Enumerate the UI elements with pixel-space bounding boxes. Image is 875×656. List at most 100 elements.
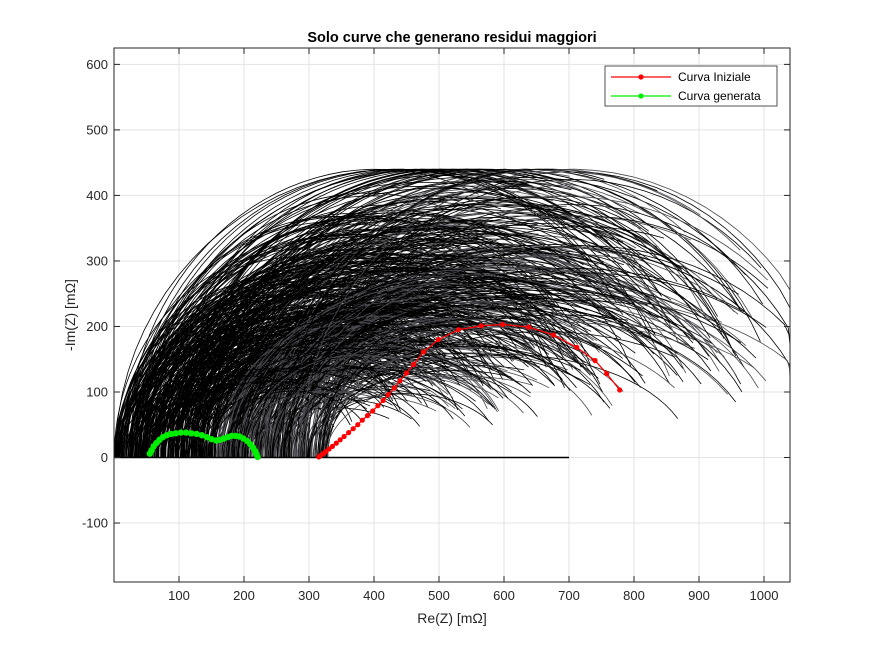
background-curve xyxy=(295,317,497,458)
background-curve xyxy=(296,359,508,458)
background-curve xyxy=(155,187,662,458)
background-curve xyxy=(142,280,382,458)
data-point-curva-iniziale xyxy=(420,349,426,355)
data-point-curva-iniziale xyxy=(355,422,361,428)
background-curve xyxy=(191,299,462,458)
background-curve xyxy=(191,208,656,458)
y-tick-label: 500 xyxy=(86,122,108,137)
background-curve xyxy=(150,380,368,458)
data-point-curva-iniziale xyxy=(574,344,580,350)
background-curve xyxy=(307,393,493,458)
background-curve xyxy=(241,325,599,458)
x-tick-label: 700 xyxy=(558,588,580,603)
background-curve xyxy=(209,390,362,458)
data-point-curva-generata xyxy=(182,429,190,436)
y-tick-label: 400 xyxy=(86,188,108,203)
background-curve xyxy=(182,306,427,458)
background-curve xyxy=(305,272,608,458)
y-tick-label: 200 xyxy=(86,319,108,334)
y-tick-label: 600 xyxy=(86,57,108,72)
background-curve xyxy=(169,197,711,458)
background-curve xyxy=(272,372,458,458)
background-curve xyxy=(272,289,742,458)
background-curve xyxy=(201,173,678,458)
background-curve xyxy=(132,253,400,458)
background-curve xyxy=(274,168,741,458)
background-curve xyxy=(321,252,599,458)
background-curve xyxy=(191,319,384,458)
background-curve xyxy=(121,400,203,458)
background-curve xyxy=(229,283,468,458)
x-tick-label: 600 xyxy=(493,588,515,603)
background-curve xyxy=(129,168,617,458)
background-curve xyxy=(323,215,769,458)
background-curve xyxy=(176,291,439,458)
background-curve xyxy=(180,204,651,458)
legend-box xyxy=(604,65,778,107)
y-tick-label: -100 xyxy=(82,516,108,531)
x-tick-label: 900 xyxy=(688,588,710,603)
background-curve xyxy=(194,347,496,458)
data-point-curva-iniziale xyxy=(391,385,397,391)
background-curve xyxy=(265,185,622,458)
background-curve xyxy=(308,314,629,458)
x-tick-label: 1000 xyxy=(750,588,779,603)
axis-ticks: 100 200 300 400 500 600 700 800 900 1000 -100 0 100 2… xyxy=(82,48,790,603)
y-tick-label: 100 xyxy=(86,384,108,399)
background-curve xyxy=(319,328,552,458)
background-curve xyxy=(312,346,525,458)
data-point-curva-generata xyxy=(254,453,261,461)
chart-title: Solo curve che generano residui maggiori xyxy=(307,30,596,46)
background-curve xyxy=(145,204,398,458)
data-point-curva-iniziale xyxy=(617,387,623,393)
x-tick-label: 200 xyxy=(233,588,255,603)
background-curve xyxy=(202,257,582,458)
background-curve xyxy=(323,321,696,458)
background-curve xyxy=(208,307,421,458)
background-curve xyxy=(130,300,289,458)
x-tick-label: 800 xyxy=(623,588,645,603)
background-curve xyxy=(218,185,614,458)
background-curve xyxy=(291,373,394,458)
data-point-curva-iniziale xyxy=(359,417,365,423)
background-curve xyxy=(117,307,325,458)
background-curve xyxy=(270,268,520,458)
background-curve xyxy=(142,368,420,458)
data-point-curva-iniziale xyxy=(329,443,335,449)
background-curve xyxy=(282,297,434,458)
data-point-curva-generata xyxy=(188,430,195,437)
data-point-curva-iniziale xyxy=(592,357,598,364)
background-curve xyxy=(168,273,646,458)
background-curve xyxy=(194,219,538,458)
background-curve xyxy=(237,274,487,458)
background-curve xyxy=(164,316,358,458)
background-curve xyxy=(123,368,390,458)
background-curve xyxy=(134,247,582,458)
data-point-curva-iniziale xyxy=(455,327,462,333)
y-tick-label: 0 xyxy=(101,450,108,465)
background-curve xyxy=(174,255,487,458)
background-curve xyxy=(232,323,461,458)
background-curve xyxy=(129,296,375,458)
legend: Curva Iniziale Curva generata xyxy=(604,65,778,107)
background-curve xyxy=(321,318,554,458)
data-point-curva-iniziale xyxy=(478,323,484,329)
data-point-curva-iniziale xyxy=(346,430,352,436)
background-curve xyxy=(228,317,600,458)
background-curve xyxy=(132,338,319,458)
background-curve xyxy=(244,224,623,458)
data-point-curva-iniziale xyxy=(375,403,381,409)
data-series xyxy=(146,321,623,461)
background-curve xyxy=(321,319,755,458)
background-curve xyxy=(315,333,471,458)
data-point-curva-iniziale xyxy=(397,378,403,384)
background-curve xyxy=(172,247,446,458)
background-curve xyxy=(225,341,451,458)
background-curve xyxy=(236,337,465,458)
background-curve xyxy=(142,347,289,458)
background-curve xyxy=(244,348,492,458)
background-curve xyxy=(177,349,477,458)
x-tick-label: 500 xyxy=(428,588,450,603)
data-point-curva-iniziale xyxy=(526,324,532,330)
